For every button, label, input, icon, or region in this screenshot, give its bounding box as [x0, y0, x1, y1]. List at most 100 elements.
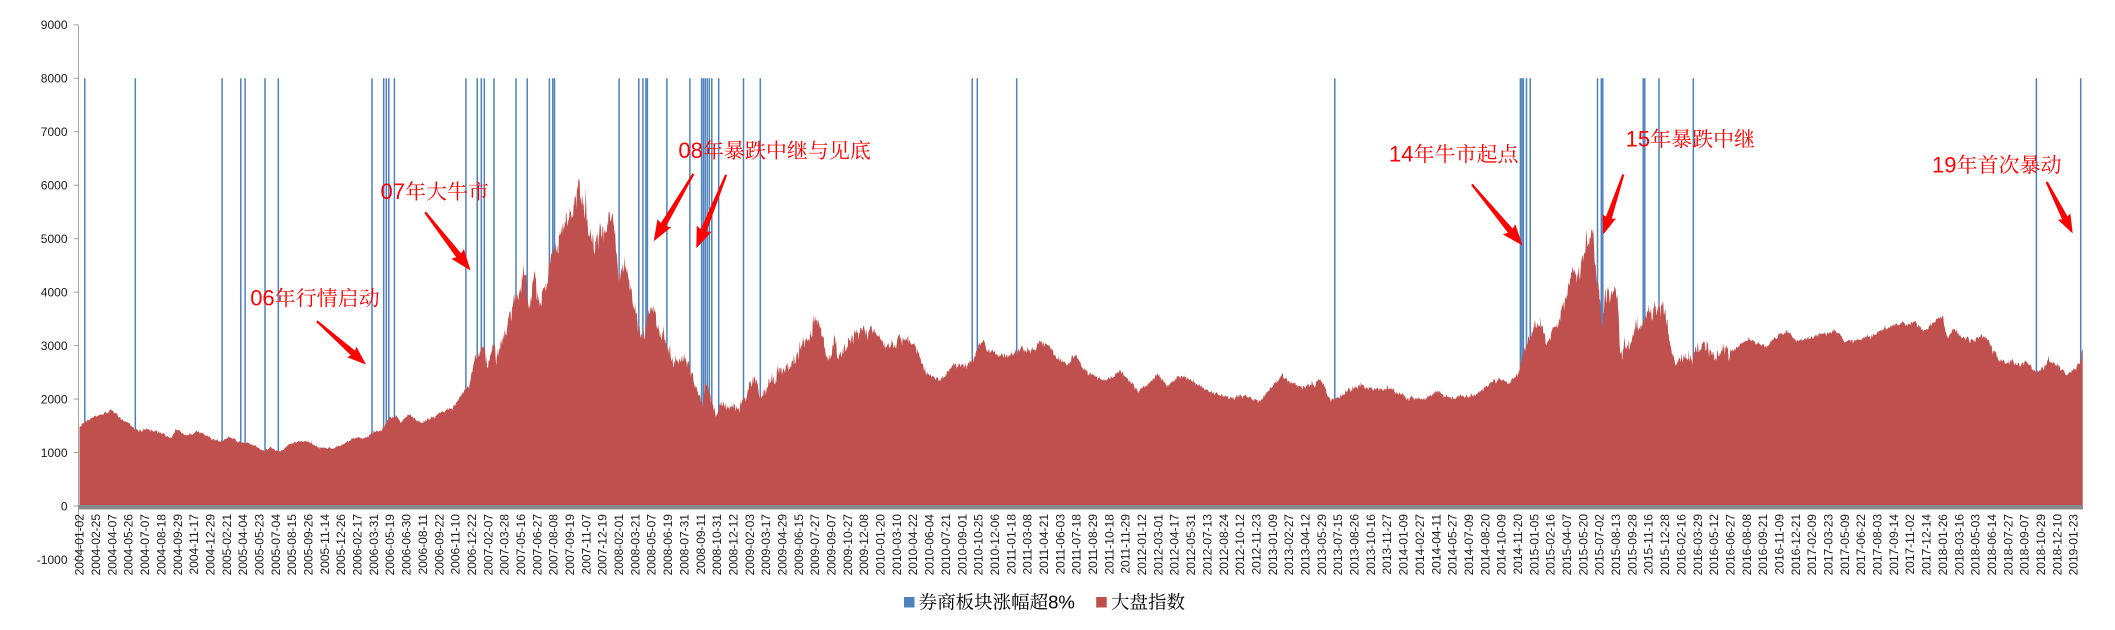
svg-text:2004-11-17: 2004-11-17	[187, 514, 201, 575]
svg-text:2011-01-18: 2011-01-18	[1004, 514, 1018, 575]
svg-text:2008-12-12: 2008-12-12	[727, 514, 741, 576]
svg-text:2017-11-02: 2017-11-02	[1903, 514, 1917, 575]
svg-text:2015-09-28: 2015-09-28	[1625, 514, 1639, 576]
svg-text:2013-04-12: 2013-04-12	[1299, 514, 1313, 576]
svg-text:2009-12-08: 2009-12-08	[857, 514, 871, 576]
svg-text:2016-03-29: 2016-03-29	[1691, 514, 1705, 576]
svg-text:2010-06-04: 2010-06-04	[923, 514, 937, 576]
svg-text:2004-01-02: 2004-01-02	[73, 514, 87, 576]
svg-text:2005-04-04: 2005-04-04	[236, 514, 250, 576]
svg-text:2015-01-05: 2015-01-05	[1527, 514, 1541, 576]
svg-text:2006-02-17: 2006-02-17	[351, 514, 365, 576]
svg-text:2008-02-01: 2008-02-01	[612, 514, 626, 576]
svg-text:2006-12-22: 2006-12-22	[465, 514, 479, 576]
svg-text:2015-05-20: 2015-05-20	[1576, 514, 1590, 576]
svg-text:2013-07-15: 2013-07-15	[1331, 514, 1345, 576]
svg-text:2007-09-19: 2007-09-19	[563, 514, 577, 576]
svg-text:2005-07-04: 2005-07-04	[269, 514, 283, 576]
svg-text:2010-10-25: 2010-10-25	[972, 514, 986, 576]
svg-text:2010-07-21: 2010-07-21	[939, 514, 953, 576]
svg-text:2009-02-03: 2009-02-03	[743, 514, 757, 576]
svg-text:2014-10-09: 2014-10-09	[1495, 514, 1509, 576]
svg-text:2018-10-29: 2018-10-29	[2034, 514, 2048, 576]
svg-text:2011-04-21: 2011-04-21	[1037, 514, 1051, 575]
svg-text:2017-06-22: 2017-06-22	[1854, 514, 1868, 576]
svg-text:2005-05-23: 2005-05-23	[253, 514, 267, 576]
svg-text:2009-07-27: 2009-07-27	[808, 514, 822, 576]
svg-text:2004-08-18: 2004-08-18	[154, 514, 168, 576]
svg-text:2013-10-16: 2013-10-16	[1364, 514, 1378, 576]
svg-text:2016-12-21: 2016-12-21	[1789, 514, 1803, 576]
svg-text:2016-06-27: 2016-06-27	[1723, 514, 1737, 576]
svg-text:2010-12-06: 2010-12-06	[988, 514, 1002, 576]
svg-text:2006-03-31: 2006-03-31	[367, 514, 381, 576]
svg-text:2018-09-07: 2018-09-07	[2018, 514, 2032, 576]
svg-text:2018-12-10: 2018-12-10	[2050, 514, 2064, 576]
svg-text:1000: 1000	[41, 446, 68, 460]
svg-text:2011-08-29: 2011-08-29	[1086, 514, 1100, 575]
svg-text:2009-04-29: 2009-04-29	[776, 514, 790, 576]
svg-text:2008-06-19: 2008-06-19	[661, 514, 675, 576]
svg-text:2013-02-27: 2013-02-27	[1282, 514, 1296, 576]
svg-text:06: 06	[250, 286, 274, 311]
svg-text:2011-03-08: 2011-03-08	[1021, 514, 1035, 575]
svg-text:2004-05-26: 2004-05-26	[122, 514, 136, 576]
svg-text:8%: 8%	[1048, 592, 1075, 613]
svg-text:-1000: -1000	[37, 553, 68, 567]
svg-text:0: 0	[61, 499, 68, 513]
svg-text:2008-03-21: 2008-03-21	[628, 514, 642, 576]
svg-text:2005-09-26: 2005-09-26	[302, 514, 316, 576]
svg-text:2008-10-31: 2008-10-31	[710, 514, 724, 576]
svg-text:2014-05-27: 2014-05-27	[1446, 514, 1460, 576]
svg-text:07: 07	[381, 179, 405, 204]
svg-text:3000: 3000	[41, 339, 68, 353]
svg-text:2018-07-27: 2018-07-27	[2001, 514, 2015, 576]
svg-text:2007-11-07: 2007-11-07	[579, 514, 593, 575]
svg-text:2007-06-27: 2007-06-27	[530, 514, 544, 576]
svg-text:2013-05-29: 2013-05-29	[1315, 514, 1329, 576]
svg-text:19: 19	[1932, 152, 1956, 177]
svg-text:2017-12-14: 2017-12-14	[1920, 514, 1934, 576]
svg-text:2017-08-03: 2017-08-03	[1871, 514, 1885, 576]
svg-text:2007-05-16: 2007-05-16	[514, 514, 528, 576]
svg-text:2013-08-26: 2013-08-26	[1348, 514, 1362, 576]
svg-text:2007-02-07: 2007-02-07	[481, 514, 495, 576]
svg-text:2010-01-20: 2010-01-20	[874, 514, 888, 576]
svg-text:6000: 6000	[41, 179, 68, 193]
svg-text:2011-10-18: 2011-10-18	[1102, 514, 1116, 575]
svg-text:2006-08-11: 2006-08-11	[416, 514, 430, 575]
svg-text:2010-04-22: 2010-04-22	[906, 514, 920, 576]
svg-text:2012-05-31: 2012-05-31	[1184, 514, 1198, 576]
svg-text:2005-12-26: 2005-12-26	[334, 514, 348, 576]
svg-text:2006-09-22: 2006-09-22	[432, 514, 446, 576]
svg-text:9000: 9000	[41, 18, 68, 32]
svg-text:2017-03-23: 2017-03-23	[1822, 514, 1836, 576]
svg-text:2012-10-12: 2012-10-12	[1233, 514, 1247, 576]
svg-text:2008-05-07: 2008-05-07	[645, 514, 659, 576]
svg-text:2007-08-08: 2007-08-08	[547, 514, 561, 576]
svg-text:2007-03-28: 2007-03-28	[498, 514, 512, 576]
svg-text:2006-11-10: 2006-11-10	[449, 514, 463, 575]
svg-text:2014-02-27: 2014-02-27	[1413, 514, 1427, 576]
svg-text:2012-04-17: 2012-04-17	[1168, 514, 1182, 576]
svg-text:2008-09-11: 2008-09-11	[694, 514, 708, 575]
svg-text:2004-02-25: 2004-02-25	[89, 514, 103, 576]
svg-text:2008-07-31: 2008-07-31	[677, 514, 691, 576]
svg-text:2015-12-28: 2015-12-28	[1658, 514, 1672, 576]
svg-text:2015-04-07: 2015-04-07	[1560, 514, 1574, 576]
svg-text:2016-08-08: 2016-08-08	[1740, 514, 1754, 576]
svg-text:2012-08-24: 2012-08-24	[1217, 514, 1231, 576]
svg-text:2019-01-23: 2019-01-23	[2067, 514, 2081, 576]
svg-text:2006-05-19: 2006-05-19	[383, 514, 397, 576]
svg-text:2015-11-16: 2015-11-16	[1642, 514, 1656, 575]
svg-text:2009-06-15: 2009-06-15	[792, 514, 806, 576]
svg-text:2015-08-13: 2015-08-13	[1609, 514, 1623, 576]
svg-text:2015-02-16: 2015-02-16	[1544, 514, 1558, 576]
svg-text:2012-01-12: 2012-01-12	[1135, 514, 1149, 576]
svg-text:2014-07-09: 2014-07-09	[1462, 514, 1476, 576]
svg-text:2018-06-14: 2018-06-14	[1985, 514, 1999, 576]
svg-text:2004-12-29: 2004-12-29	[204, 514, 218, 576]
svg-text:2011-07-18: 2011-07-18	[1070, 514, 1084, 575]
svg-text:2004-07-07: 2004-07-07	[138, 514, 152, 576]
svg-text:2005-02-21: 2005-02-21	[220, 514, 234, 576]
